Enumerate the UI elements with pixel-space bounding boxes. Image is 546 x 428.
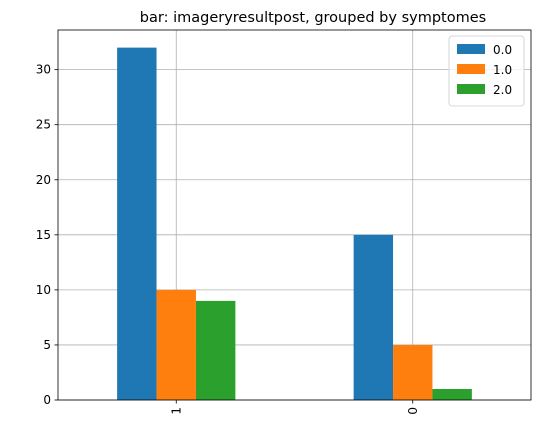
legend-swatch-2 [457,84,485,94]
bar-series-0-category-0 [117,47,157,400]
y-tick-label-5: 25 [36,118,51,132]
bar-series-1-category-1 [393,344,433,400]
bars [117,47,472,400]
y-tick-label-3: 15 [36,228,51,242]
x-tick-label-0: 1 [169,407,183,415]
bar-series-2-category-1 [432,388,472,400]
plot-frame [57,29,532,401]
legend-swatch-1 [457,64,485,74]
legend-label-0: 0.0 [493,43,512,57]
y-tick-label-4: 20 [36,173,51,187]
bar-series-2-category-0 [195,300,236,400]
legend: 0.0 1.0 2.0 [448,35,525,107]
y-tick-label-1: 5 [43,338,51,352]
y-tick-label-0: 0 [43,393,51,407]
legend-swatch-0 [457,44,485,54]
chart-title: bar: imageryresultpost, grouped by sympt… [140,10,486,26]
x-tick-label-1: 0 [406,407,420,415]
bar-series-0-category-1 [353,234,394,400]
y-tick-label-6: 30 [36,63,51,77]
legend-label-1: 1.0 [493,63,512,77]
legend-label-2: 2.0 [493,83,512,97]
y-tick-label-2: 10 [36,283,51,297]
bar-series-1-category-0 [156,289,196,400]
